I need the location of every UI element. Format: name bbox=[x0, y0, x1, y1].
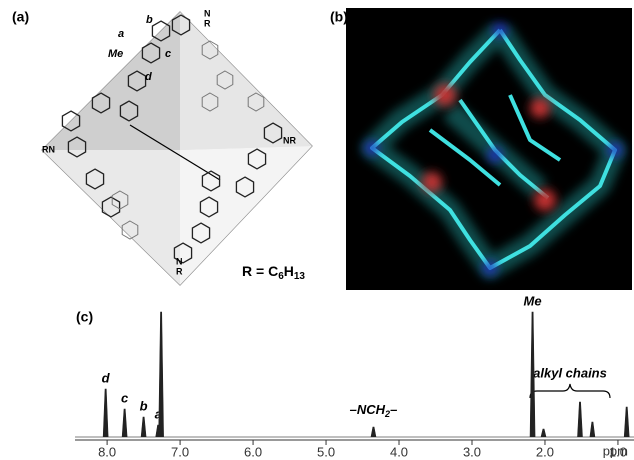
formula-part: H bbox=[284, 263, 294, 279]
panel-label: (a) bbox=[12, 9, 29, 25]
peak bbox=[530, 312, 535, 437]
face bbox=[180, 12, 312, 150]
brace bbox=[530, 384, 610, 398]
peak bbox=[590, 422, 595, 437]
x-tick-label: 6.0 bbox=[244, 444, 262, 459]
panel-label: (c) bbox=[76, 309, 93, 325]
x-tick-label: 7.0 bbox=[171, 444, 189, 459]
formula-sub: 13 bbox=[294, 271, 306, 282]
formula: R = C6H13 bbox=[242, 263, 305, 282]
site-label: b bbox=[146, 14, 153, 26]
formula-part: R = C bbox=[242, 263, 278, 279]
site-label: a bbox=[118, 28, 124, 40]
group-label: alkyl chains bbox=[533, 365, 607, 380]
n-label: RN bbox=[42, 144, 55, 154]
x-tick-label: 5.0 bbox=[317, 444, 335, 459]
figure: (a) a b c d Me RN NR N R N R R = C6H13 (… bbox=[0, 0, 634, 460]
x-tick-label: 2.0 bbox=[536, 444, 554, 459]
peak-label: Me bbox=[524, 293, 542, 308]
x-tick-label: 8.0 bbox=[98, 444, 116, 459]
n-label: NR bbox=[283, 135, 296, 145]
site-label: c bbox=[165, 48, 171, 60]
peak bbox=[624, 407, 629, 437]
peak bbox=[141, 417, 146, 437]
x-tick-label: 4.0 bbox=[390, 444, 408, 459]
panel-a: (a) a b c d Me RN NR N R N R R = C6H13 bbox=[12, 8, 312, 285]
n-label: N bbox=[176, 256, 183, 266]
peak bbox=[122, 409, 127, 437]
n-label: N bbox=[204, 8, 211, 18]
peak bbox=[159, 312, 164, 437]
x-tick-label: 3.0 bbox=[463, 444, 481, 459]
peak-label-part: –NCH bbox=[350, 402, 386, 417]
panel-label: (b) bbox=[330, 9, 348, 25]
peak bbox=[541, 429, 546, 437]
n-label: R bbox=[204, 18, 211, 28]
peak-label: d bbox=[102, 370, 111, 385]
x-tick-label: 1.0 bbox=[609, 444, 627, 459]
peak bbox=[103, 389, 108, 437]
site-label: d bbox=[145, 71, 152, 83]
peak-label-part: – bbox=[390, 402, 397, 417]
methyl-label: Me bbox=[108, 48, 123, 60]
face bbox=[42, 12, 180, 150]
peak bbox=[371, 427, 376, 437]
peak-label: c bbox=[121, 390, 129, 405]
peak-label: b bbox=[140, 398, 148, 413]
peak-label: –NCH2– bbox=[350, 402, 398, 419]
peak bbox=[577, 402, 582, 437]
n-label: R bbox=[176, 266, 183, 276]
panel-b: (b) bbox=[330, 8, 632, 290]
